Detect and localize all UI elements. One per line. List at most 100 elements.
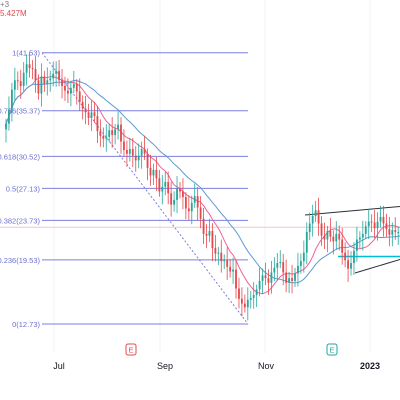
candle-body bbox=[158, 178, 161, 192]
candlestick bbox=[125, 140, 128, 167]
candlestick bbox=[394, 217, 397, 240]
candlestick bbox=[323, 222, 326, 249]
candle-body bbox=[282, 262, 285, 273]
candle-body bbox=[90, 112, 93, 118]
fib-level-label: 0.236(19.53) bbox=[0, 256, 40, 265]
readout-line-2: 5.427M bbox=[0, 9, 27, 18]
candlestick bbox=[31, 59, 34, 80]
candlestick bbox=[81, 95, 84, 120]
earnings-event-marker[interactable]: E bbox=[326, 343, 338, 356]
earnings-event-marker[interactable]: E bbox=[125, 343, 137, 356]
candle-body bbox=[55, 70, 58, 74]
candle-body bbox=[238, 288, 240, 299]
candlestick bbox=[382, 205, 385, 237]
lower-trend-line bbox=[354, 258, 400, 274]
candlestick bbox=[40, 63, 43, 107]
candle-body bbox=[120, 124, 122, 142]
candlestick bbox=[152, 163, 155, 185]
candle-body bbox=[128, 149, 131, 154]
candle-body bbox=[155, 169, 158, 179]
candlestick bbox=[161, 174, 164, 205]
candlestick bbox=[338, 225, 341, 251]
candle-body bbox=[8, 109, 10, 124]
candlestick bbox=[149, 154, 152, 186]
candlestick bbox=[388, 216, 391, 247]
candle-body bbox=[99, 131, 102, 136]
fib-level-label: 0.618(30.52) bbox=[0, 152, 40, 161]
candle-body bbox=[373, 222, 376, 229]
candlestick bbox=[353, 242, 355, 276]
candlestick bbox=[252, 281, 255, 309]
moving-average-fast-line bbox=[5, 76, 400, 295]
readout-change-value: +3 bbox=[0, 0, 10, 9]
candlestick bbox=[235, 259, 237, 299]
candlestick bbox=[69, 80, 72, 107]
candlestick bbox=[25, 54, 28, 86]
candle-body bbox=[344, 252, 347, 261]
candle-body bbox=[214, 247, 217, 254]
candlesticks[interactable] bbox=[5, 52, 400, 321]
candle-body bbox=[134, 155, 137, 161]
candle-body bbox=[125, 150, 128, 154]
candle-body bbox=[291, 278, 293, 281]
candlestick bbox=[187, 195, 190, 220]
candlestick bbox=[43, 70, 46, 92]
readout-volume-value: 5.427M bbox=[0, 9, 27, 18]
candlestick bbox=[297, 252, 299, 287]
candlestick bbox=[170, 181, 173, 217]
fibonacci-retracement[interactable]: 1(41.53) 0.786(35.37) 0.618(30.52) 0.5(27.1… bbox=[0, 49, 249, 329]
candlestick bbox=[13, 67, 16, 101]
candle-body bbox=[317, 210, 320, 224]
candle-body bbox=[350, 263, 352, 269]
candlestick bbox=[373, 210, 376, 239]
candle-body bbox=[190, 202, 193, 212]
candle-body bbox=[353, 250, 355, 264]
fib-trend-diagonal bbox=[41, 52, 249, 325]
candle-body bbox=[329, 231, 332, 237]
candle-body bbox=[211, 231, 214, 248]
candlestick bbox=[52, 61, 55, 87]
candlestick bbox=[291, 264, 293, 294]
upper-trend-line bbox=[304, 205, 400, 216]
candlestick bbox=[75, 79, 78, 105]
candle-body bbox=[137, 155, 140, 161]
candle-body bbox=[43, 76, 46, 85]
candle-body bbox=[223, 260, 226, 262]
annotation-lines[interactable] bbox=[0, 205, 400, 274]
candle-body bbox=[13, 80, 16, 90]
candle-body bbox=[258, 280, 261, 290]
candle-body bbox=[143, 149, 146, 154]
candlestick bbox=[64, 76, 66, 101]
candle-body bbox=[93, 112, 96, 117]
candlestick bbox=[350, 251, 352, 276]
candle-body bbox=[117, 124, 119, 130]
candlestick bbox=[320, 216, 323, 246]
candle-body bbox=[370, 221, 373, 223]
candlestick bbox=[217, 246, 220, 266]
candlestick bbox=[308, 212, 311, 240]
candlestick bbox=[143, 136, 146, 160]
candlestick bbox=[93, 101, 96, 124]
candlestick bbox=[361, 220, 364, 251]
candlestick bbox=[246, 287, 249, 321]
candlestick bbox=[61, 69, 63, 99]
candlestick bbox=[78, 78, 81, 111]
candle-body bbox=[341, 239, 344, 253]
candle-body bbox=[267, 278, 270, 283]
candlestick bbox=[90, 100, 93, 132]
candle-body bbox=[397, 231, 400, 233]
candlestick bbox=[72, 70, 75, 94]
fib-level-label: 0.5(27.13) bbox=[6, 184, 41, 193]
candle-body bbox=[311, 215, 314, 224]
event-marker-badge bbox=[326, 343, 338, 356]
candle-body bbox=[382, 216, 385, 224]
candlestick bbox=[270, 260, 273, 294]
candlestick bbox=[258, 267, 261, 297]
candle-body bbox=[69, 87, 72, 94]
candle-body bbox=[61, 80, 63, 86]
candle-body bbox=[187, 208, 190, 212]
candle-body bbox=[285, 272, 288, 283]
candle-body bbox=[202, 218, 205, 234]
